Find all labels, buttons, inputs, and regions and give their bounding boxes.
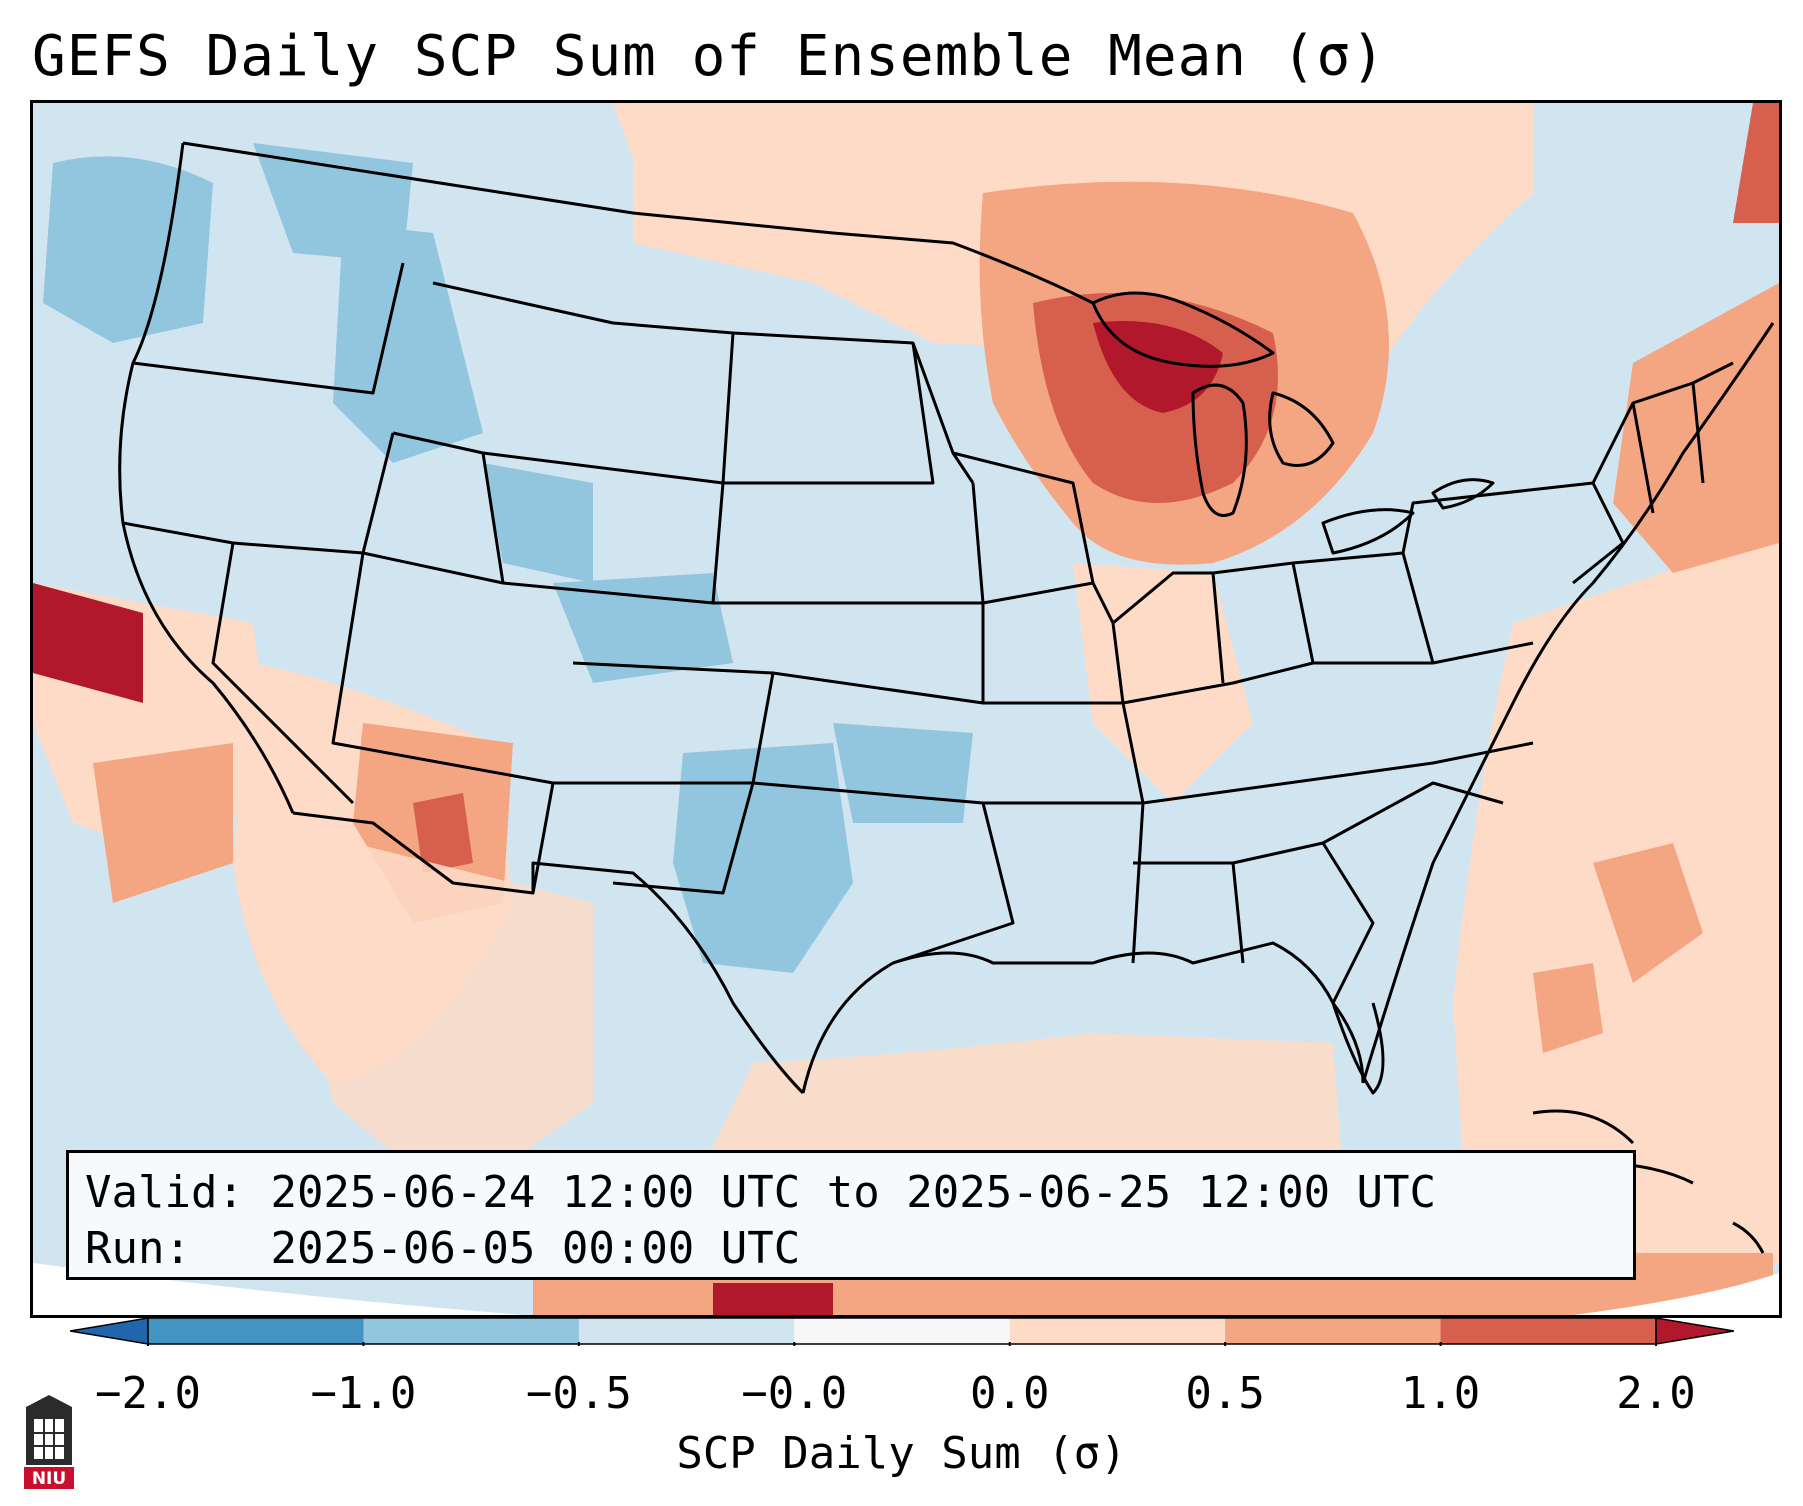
projection-edge xyxy=(33,1263,1779,1315)
colorbar-bin xyxy=(363,1318,580,1344)
valid-label: Valid: xyxy=(85,1167,244,1218)
field-pacnw xyxy=(43,156,213,343)
valid-run-info-box: Valid: 2025-06-24 12:00 UTC to 2025-06-2… xyxy=(66,1150,1636,1280)
field-mexico xyxy=(273,823,593,1203)
field-oklahoma xyxy=(833,723,973,823)
colorbar-extend-high xyxy=(1655,1317,1734,1345)
field-arizona-core xyxy=(413,793,473,873)
field-atlantic-patch xyxy=(1593,843,1703,983)
field-bottom-max xyxy=(713,1283,833,1315)
field-texas xyxy=(673,743,853,973)
field-midwest xyxy=(1073,563,1253,803)
colorbar-bin xyxy=(1009,1318,1226,1344)
state-borders xyxy=(118,141,1775,1095)
logo-text: NIU xyxy=(32,1469,66,1489)
colorbar xyxy=(70,1317,1734,1346)
field-maritimes xyxy=(1733,103,1779,223)
colorbar-bin xyxy=(1225,1318,1442,1344)
field-north-west xyxy=(613,103,833,223)
run-time: 2025-06-05 00:00 UTC xyxy=(270,1223,801,1274)
field-pacific-patch xyxy=(93,743,233,903)
map-panel[interactable] xyxy=(30,100,1782,1318)
field-atlantic-patch xyxy=(1533,963,1603,1053)
colorbar-extend-low xyxy=(70,1317,149,1345)
colorbar-bin xyxy=(578,1318,795,1344)
colorbar-tick-label: 0.5 xyxy=(1185,1368,1265,1419)
colorbar-label: SCP Daily Sum (σ) xyxy=(676,1428,1127,1479)
field-idaho xyxy=(333,223,483,463)
field-utah xyxy=(483,463,593,583)
colorbar-tick-label: −0.5 xyxy=(525,1368,632,1419)
colorbar-bin xyxy=(794,1318,1011,1344)
logo-badge xyxy=(24,1467,74,1489)
colorbar-bin xyxy=(1440,1318,1657,1344)
run-label: Run: xyxy=(85,1223,191,1274)
field-pacific-max xyxy=(33,583,143,703)
map-canvas xyxy=(33,103,1779,1315)
niu-logo: NIU xyxy=(24,1395,74,1489)
valid-time-range: 2025-06-24 12:00 UTC to 2025-06-25 12:00… xyxy=(270,1167,1437,1218)
colorbar-tick-label: −1.0 xyxy=(310,1368,417,1419)
colorbar-tick-label: −0.0 xyxy=(741,1368,848,1419)
colorbar-tick-label: −2.0 xyxy=(95,1368,201,1419)
map-title: GEFS Daily SCP Sum of Ensemble Mean (σ) xyxy=(32,24,1386,89)
colorbar-tick-label: 0.0 xyxy=(969,1368,1050,1419)
colorbar-tick-label: 2.0 xyxy=(1616,1368,1696,1419)
colorbar-tick-label: 1.0 xyxy=(1400,1368,1481,1419)
colorbar-bin xyxy=(148,1318,364,1344)
colorbar-outline xyxy=(147,1317,1657,1345)
